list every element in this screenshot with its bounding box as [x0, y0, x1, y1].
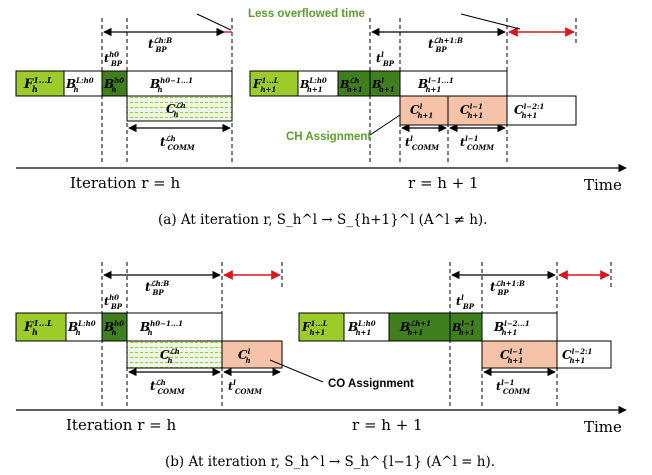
caption-b: (b) At iteration r, S_h^l → S_h^{l−1} (A…	[165, 454, 495, 470]
box-B-h1-l	[369, 70, 401, 97]
math-label-t_COMM_Lh-7: tℒh COMM	[160, 134, 195, 152]
math-label-C_h1_lm1-35: Cl−1 h+1	[500, 347, 523, 365]
math-label-t_BP_hB-5: tℒh:B BP	[148, 36, 172, 54]
math-label-F_h1-30: F1...L h+1	[301, 319, 328, 337]
box-B-h-rest-b	[126, 312, 223, 342]
box-B-h1-lm1-b	[449, 312, 483, 342]
box-C-h-l-b	[221, 340, 283, 369]
math-label-t_BP_l-17: tlBP	[376, 50, 395, 68]
math-label-B_h1_Lh-10: Bℒh h+1	[339, 76, 363, 94]
math-label-C_h1_l-13: Cl h+1	[410, 102, 433, 120]
box-C-h-Lh	[126, 95, 233, 122]
math-label-B_h1_lm1s-33: Bl−1 h+1	[451, 319, 475, 337]
math-label-F_h-20: F1...L h	[23, 318, 53, 337]
math-label-C_h1_lm2-36: Cl−2:1 h+1	[562, 347, 592, 365]
math-label-B_h1_lm1-12: Bl−1...1 h+1	[417, 76, 454, 94]
box-B-h1-lm1	[399, 70, 508, 97]
math-label-t_COMM_l-18: tlCOMM	[405, 134, 439, 152]
math-label-C_h_Lh-24: Cℒh h	[160, 347, 180, 365]
math-label-B_h_rest-3: Bh0−1...1 h	[149, 76, 193, 94]
caption-a: (a) At iteration r, S_h^l → S_{h+1}^l (A…	[158, 212, 487, 228]
math-label-B_h1_l-11: Bl h+1	[371, 76, 395, 94]
axis-label-next: r = h + 1	[408, 174, 479, 192]
math-label-B_h_Lh0-1: BL:h0 h	[65, 76, 94, 94]
math-label-C_h_Lh-4: Cℒh h	[166, 101, 186, 119]
axis-label-time-b: Time	[584, 418, 622, 436]
math-label-B_h1_lm2-34: Bl−2...1 h+1	[493, 319, 530, 337]
co-assignment-label: CO Assignment	[328, 378, 414, 390]
math-label-t_BP_h1B_b-37: tℒh+1:B BP	[490, 279, 525, 297]
box-B-h-Lh0-b	[65, 312, 103, 342]
panel-b: CO Assignment Iteration r = h r = h + 1 …	[15, 262, 627, 470]
box-B-h1-Lh	[337, 70, 371, 97]
box-F-h	[15, 70, 65, 97]
math-label-t_BP_h0-6: th0 BP	[104, 50, 123, 68]
math-label-t_BP_hB-26: tℒh:B BP	[145, 279, 169, 297]
math-label-t_BP_l-38: tlBP	[456, 293, 475, 311]
axis-label-iteration: Iteration r = h	[70, 174, 181, 192]
math-label-B_h_h0-2: Bh0 h	[103, 76, 124, 94]
box-C-h1-lm2-b	[556, 340, 612, 369]
box-B-h-Lh0	[63, 70, 103, 97]
box-B-h1-Lh0	[297, 70, 339, 97]
math-label-B_h_Lh0-21: BL:h0 h	[67, 319, 96, 337]
box-B-h1-Lh0-b	[343, 312, 390, 342]
box-C-h1-lm1-b	[481, 340, 558, 369]
math-label-B_h1_Lh1-32: Bℒh+1 h+1	[399, 319, 431, 337]
ch-assignment-label: CH Assignment	[286, 131, 371, 143]
math-label-t_BP_h0-27: th0 BP	[104, 293, 123, 311]
less-overflowed-time-label: Less overflowed time	[248, 8, 365, 20]
panel-a: Less overflowed time CH Assignment Itera…	[15, 8, 627, 228]
axis-label-iteration-b: Iteration r = h	[66, 416, 177, 434]
math-label-B_h1_Lh0-31: BL:h0 h+1	[347, 319, 376, 337]
box-C-h1-l	[399, 95, 449, 126]
math-label-F_h-0: F1...L h	[23, 75, 53, 94]
box-F-h-b	[15, 312, 67, 342]
box-F-h1-b	[298, 312, 345, 342]
math-label-B_h_rest-23: Bh0−1...1 h	[139, 319, 183, 337]
math-label-t_COMM_Lh-28: tℒh COMM	[150, 378, 185, 396]
axis-label-next-b: r = h + 1	[352, 416, 423, 434]
box-C-h1-lm2	[506, 95, 577, 126]
math-label-t_COMM_l-29: tlCOMM	[228, 378, 262, 396]
math-labels: F1...L h BL:h0 h Bh0 h Bh0−1...1 h Cℒh h tℒh:B BP th…	[23, 36, 592, 396]
math-label-F_h1-8: F1...L h+1	[252, 76, 279, 94]
math-label-B_h_h0-22: Bh0 h	[103, 319, 124, 337]
math-label-B_h1_Lh0-9: BL:h0 h+1	[299, 76, 327, 94]
axis-label-time: Time	[584, 176, 622, 194]
box-B-h-h0	[101, 70, 128, 97]
math-label-t_BP_h1B-16: tℒh+1:B BP	[428, 36, 463, 54]
math-label-C_h_l-25: Cl h	[238, 347, 251, 365]
math-label-t_COMM_lm1-39: tl−1 COMM	[496, 378, 530, 396]
math-label-t_COMM_lm1-19: tl−1 COMM	[460, 134, 494, 152]
math-label-C_h1_lm2-15: Cl−2:1 h+1	[514, 102, 544, 120]
math-label-C_h1_lm1-14: Cl−1 h+1	[460, 102, 483, 120]
